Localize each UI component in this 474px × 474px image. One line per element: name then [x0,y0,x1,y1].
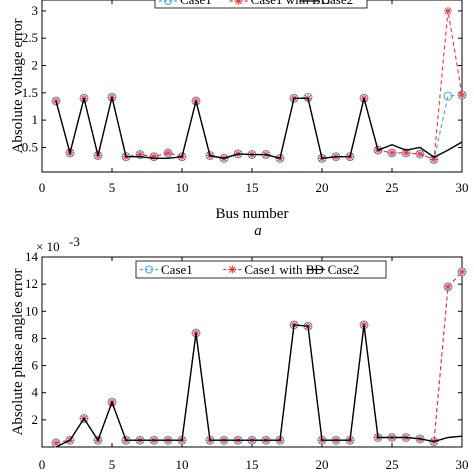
y-tick-label: 6 [32,358,39,373]
case1-bd-point [52,438,60,447]
y-tick-label: 4 [32,385,39,400]
case1-bd-point [416,149,424,158]
x-tick-label: 10 [176,180,189,195]
y-axis-multiplier: × 10 [36,239,60,254]
x-tick-label: 20 [316,180,329,195]
x-tick-label: 0 [39,180,46,195]
legend-label-1: Case1 [180,0,212,7]
x-tick-label: 30 [456,457,469,472]
legend-box [135,260,387,279]
legend-label-2: Case1 with BD [244,262,323,277]
panel-label: a [254,223,262,239]
case1-bd-point [458,91,466,100]
x-tick-label: 15 [246,457,259,472]
y-tick-label: 2 [32,58,39,73]
y-axis-exponent: -3 [69,234,80,249]
y-tick-label: 2.5 [22,30,38,45]
x-tick-label: 25 [386,180,399,195]
legend-label-3: Case2 [321,0,353,7]
case1-bd-point [458,267,466,276]
y-tick-label: 1 [32,112,39,127]
x-tick-label: 15 [246,180,259,195]
y-tick-label: 3 [32,3,39,18]
legend-box [154,0,368,9]
legend-marker-case1-bd [228,265,237,274]
x-tick-label: 0 [39,457,46,472]
x-axis-label: Bus number [216,206,289,222]
case1-bd-point [430,155,438,164]
y-tick-label: 2 [32,412,39,427]
series-line-1 [55,94,463,161]
case1-bd-point [444,6,452,15]
y-tick-label: 12 [25,276,38,291]
x-tick-label: 5 [109,457,116,472]
plot-area [41,256,463,448]
legend-marker-case1-bd [234,0,243,5]
y-tick-label: 14 [25,249,39,264]
plot-area [41,0,463,173]
x-tick-label: 25 [386,457,399,472]
series-line-2 [55,10,463,161]
legend-label-1: Case1 [161,262,193,277]
x-tick-label: 20 [316,457,329,472]
y-tick-label: 10 [25,303,38,318]
voltage-error-chart: 0 5 10 15 20 25 30 0.5 1 1.5 2 2.5 3 Absolute voltage… [10,0,469,222]
y-axis-label: Absolute voltage error [10,19,26,154]
x-tick-label: 10 [176,457,189,472]
series-line-3 [55,97,463,160]
phase-angle-error-chart: 0 5 10 15 20 25 30 2 4 6 8 10 12 14 Absolute phase ang… [10,234,469,472]
case1-bd-point [402,148,410,157]
legend-label-2: Case1 with BD [251,0,330,7]
legend-label-3: Case2 [328,262,360,277]
y-tick-label: 1.5 [22,85,38,100]
case1-bd-point [150,152,158,161]
case1-bd-point [388,148,396,157]
x-tick-label: 30 [456,180,469,195]
y-tick-label: 8 [32,330,39,345]
x-tick-label: 5 [109,180,116,195]
y-axis-label: Absolute phase angles error [10,268,26,435]
legend-marker-case1 [164,0,172,5]
case1-bd-point [136,150,144,159]
y-tick-label: 0.5 [22,139,38,154]
case1-bd-point [444,282,452,291]
case1-point [443,91,453,101]
case1-bd-point [164,148,172,157]
legend-marker-case1 [145,265,153,274]
series-line-3 [55,324,463,448]
